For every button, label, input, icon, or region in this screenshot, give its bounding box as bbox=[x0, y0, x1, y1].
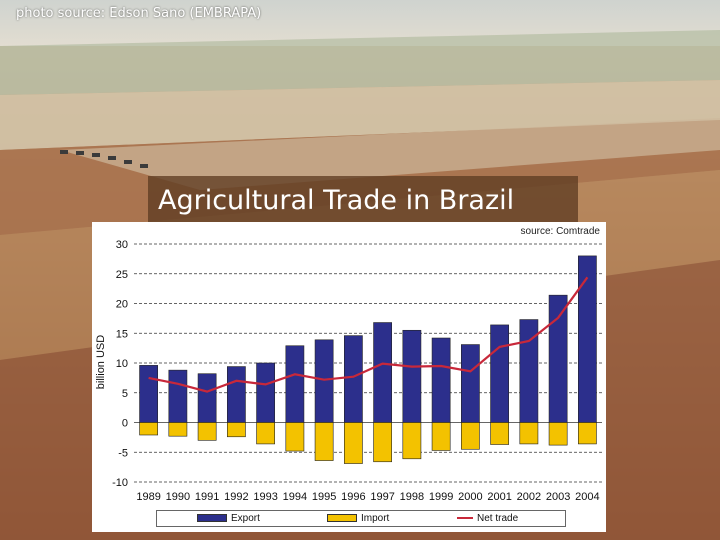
export-bar-2004 bbox=[578, 255, 597, 423]
x-tick-label: 2004 bbox=[575, 491, 599, 503]
y-tick-label: 25 bbox=[116, 269, 128, 281]
y-tick-label: 5 bbox=[122, 388, 128, 400]
legend-net-trade: Net trade bbox=[457, 513, 518, 525]
export-bar-2001 bbox=[490, 324, 509, 423]
legend-export-swatch bbox=[197, 514, 227, 523]
y-tick-label: 20 bbox=[116, 299, 128, 311]
import-bar-2002 bbox=[519, 422, 539, 445]
x-axis-ticks: 1989 1990 1991 1992 1993 1994 1995 1996 1997 1998… bbox=[136, 491, 599, 503]
y-tick-label: 0 bbox=[122, 418, 128, 430]
export-bar-1994 bbox=[285, 345, 305, 423]
y-tick-label: 15 bbox=[116, 328, 128, 340]
y-tick-label: -10 bbox=[112, 477, 128, 489]
export-bar-1992 bbox=[227, 366, 246, 423]
export-bar-1989 bbox=[139, 365, 158, 423]
y-axis-ticks: 30 25 20 15 10 5 0 -5 -10 bbox=[112, 239, 128, 489]
title-box: Agricultural Trade in Brazil bbox=[148, 176, 578, 226]
y-tick-label: -5 bbox=[118, 447, 128, 459]
x-tick-label: 1992 bbox=[224, 491, 248, 503]
import-bar-2001 bbox=[490, 422, 509, 445]
import-bar-2000 bbox=[461, 422, 480, 450]
import-bar-1992 bbox=[227, 422, 246, 438]
x-tick-label: 1991 bbox=[195, 491, 219, 503]
bars bbox=[139, 255, 597, 464]
import-bar-1990 bbox=[168, 422, 188, 437]
y-tick-label: 30 bbox=[116, 239, 128, 251]
legend-export: Export bbox=[197, 513, 260, 525]
x-tick-label: 1998 bbox=[400, 491, 424, 503]
import-bar-2004 bbox=[578, 422, 597, 445]
x-tick-label: 1990 bbox=[166, 491, 190, 503]
x-tick-label: 1997 bbox=[370, 491, 394, 503]
legend-import: Import bbox=[327, 513, 389, 525]
import-bar-1997 bbox=[373, 422, 392, 463]
x-tick-label: 1989 bbox=[136, 491, 160, 503]
import-bar-1999 bbox=[431, 422, 451, 451]
x-tick-label: 1996 bbox=[341, 491, 365, 503]
import-bar-1994 bbox=[285, 422, 305, 452]
slide-title: Agricultural Trade in Brazil bbox=[158, 185, 515, 216]
import-bar-1995 bbox=[314, 422, 334, 461]
chart-source: source: Comtrade bbox=[520, 226, 600, 237]
net-trade-line bbox=[148, 276, 589, 393]
legend-import-label: Import bbox=[361, 513, 390, 524]
export-bar-1995 bbox=[314, 339, 334, 423]
export-bar-2003 bbox=[548, 294, 568, 423]
chart-legend: Export Import Net trade bbox=[156, 510, 566, 527]
export-bar-1990 bbox=[168, 369, 188, 423]
export-bar-2000 bbox=[461, 344, 480, 423]
export-bar-1997 bbox=[373, 322, 392, 423]
y-axis-label: billion USD bbox=[95, 335, 107, 389]
x-tick-label: 2003 bbox=[546, 491, 570, 503]
import-bar-1993 bbox=[256, 422, 275, 445]
chart-panel: 30 25 20 15 10 5 0 -5 -10 1989 1990 1991 1992 1993 19… bbox=[92, 222, 606, 532]
export-bar-1996 bbox=[344, 335, 363, 423]
x-tick-label: 2002 bbox=[517, 491, 541, 503]
x-tick-label: 1999 bbox=[429, 491, 453, 503]
x-tick-label: 2000 bbox=[458, 491, 482, 503]
x-tick-label: 1993 bbox=[253, 491, 277, 503]
import-bar-1991 bbox=[197, 422, 217, 441]
export-bar-1993 bbox=[256, 362, 275, 423]
legend-import-swatch bbox=[327, 514, 357, 523]
export-bar-1999 bbox=[431, 337, 451, 423]
x-tick-label: 1994 bbox=[283, 491, 307, 503]
y-tick-label: 10 bbox=[116, 358, 128, 370]
import-bar-2003 bbox=[548, 422, 568, 446]
export-bar-1991 bbox=[197, 373, 217, 423]
legend-net-trade-swatch bbox=[457, 517, 473, 520]
import-bar-1989 bbox=[139, 422, 158, 436]
import-bar-1998 bbox=[402, 422, 422, 460]
legend-export-label: Export bbox=[231, 513, 260, 524]
import-bar-1996 bbox=[344, 422, 363, 464]
photo-credit: photo source: Edson Sano (EMBRAPA) bbox=[16, 6, 262, 21]
legend-net-trade-label: Net trade bbox=[477, 513, 519, 524]
net-trade-series bbox=[148, 276, 589, 393]
x-tick-label: 1995 bbox=[312, 491, 336, 503]
export-bar-1998 bbox=[402, 329, 422, 423]
x-tick-label: 2001 bbox=[487, 491, 511, 503]
